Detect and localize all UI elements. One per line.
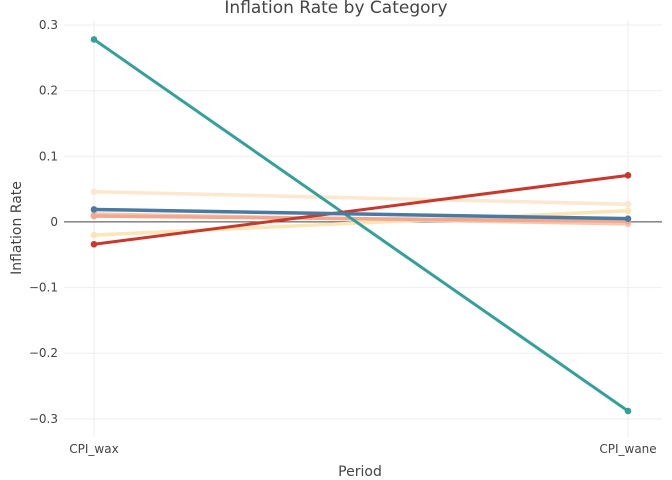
data-point: [90, 188, 98, 196]
series: [90, 36, 632, 415]
series-lines: [90, 36, 632, 415]
y-axis-title: Inflation Rate: [9, 181, 25, 275]
series-line: [92, 207, 630, 221]
data-point: [90, 212, 98, 220]
series-line: [92, 37, 630, 413]
series: [90, 188, 632, 208]
series: [90, 172, 632, 248]
y-tick-label: 0.2: [39, 84, 58, 98]
y-tick-label: −0.3: [29, 412, 58, 426]
series: [90, 207, 632, 239]
grid: [64, 20, 662, 437]
y-tick-label: −0.2: [29, 346, 58, 360]
data-point: [624, 407, 632, 415]
x-tick-label: CPI_wax: [69, 442, 118, 456]
data-point: [624, 172, 632, 179]
y-tick-label: 0: [50, 215, 58, 229]
data-point: [624, 215, 632, 222]
y-tick-label: 0.1: [39, 149, 58, 163]
data-point: [624, 207, 632, 215]
y-axis-ticks: −0.3 −0.2 −0.1 0 0.1 0.2 0.3: [29, 18, 58, 426]
x-tick-label: CPI_wane: [599, 442, 656, 456]
series-line: [92, 189, 630, 206]
x-axis-title: Period: [338, 464, 382, 480]
y-tick-label: 0.3: [39, 18, 58, 32]
data-point: [90, 206, 98, 213]
series-line: [92, 214, 630, 224]
x-axis-ticks: CPI_wax CPI_wane: [69, 442, 656, 456]
data-point: [90, 240, 98, 248]
series: [90, 206, 632, 222]
data-point: [90, 231, 98, 239]
data-point: [90, 36, 98, 43]
y-tick-label: −0.1: [29, 281, 58, 295]
series-line: [92, 209, 630, 237]
data-point: [624, 200, 632, 208]
chart-title: Inflation Rate by Category: [224, 0, 447, 18]
series-line: [92, 173, 630, 246]
